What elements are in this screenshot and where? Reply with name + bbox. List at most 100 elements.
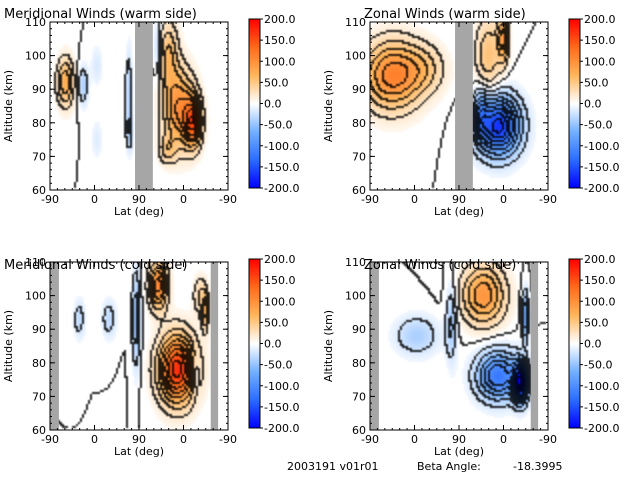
colorbar-tick-label: 100.0 [584,295,616,308]
y-tick-label: 70 [352,390,366,403]
colorbar-tick-label: 150.0 [264,274,296,287]
x-tick-label: -90 [41,433,59,446]
colorbar-tick-label: 100.0 [584,55,616,68]
wind-field-image [370,262,548,430]
colorbar-tick-label: -100.0 [264,140,299,153]
colorbar-tick-label: 50.0 [264,316,289,329]
y-tick-label: 110 [25,16,46,29]
x-tick-label: -90 [361,193,379,206]
y-tick-label: 90 [32,323,46,336]
colorbar-tick-label: 50.0 [584,316,609,329]
colorbar-tick-label: 100.0 [264,295,296,308]
y-tick-label: 70 [32,390,46,403]
colorbar [568,258,581,429]
x-tick-label: 90 [132,193,146,206]
x-tick-label: 90 [452,193,466,206]
x-axis-label: Lat (deg) [434,205,484,218]
colorbar-tick-label: -150.0 [264,401,299,414]
colorbar-tick-label: -100.0 [584,380,619,393]
x-axis-label: Lat (deg) [434,445,484,458]
colorbar [568,18,581,189]
y-axis-label: Altitude (km) [322,70,335,142]
beta-angle-value: -18.3995 [513,460,563,473]
colorbar-tick-label: 200.0 [264,13,296,26]
y-tick-label: 110 [345,256,366,269]
x-tick-label: -90 [41,193,59,206]
colorbar-tick-label: -200.0 [584,422,619,435]
wind-field-image [50,262,228,430]
x-tick-label: 0 [91,433,98,446]
missing-data-band [370,262,379,430]
colorbar-tick-label: -150.0 [584,161,619,174]
colorbar [248,258,261,429]
x-tick-label: 0 [91,193,98,206]
x-tick-label: 0 [500,193,507,206]
colorbar-tick-label: -50.0 [584,119,612,132]
y-tick-label: 90 [352,83,366,96]
y-tick-label: 60 [352,184,366,197]
orbit-id-text: 2003191 v01r01 [287,460,379,473]
colorbar-tick-label: 150.0 [584,274,616,287]
x-tick-label: -90 [361,433,379,446]
y-axis-label: Altitude (km) [2,70,15,142]
x-tick-label: 0 [411,193,418,206]
y-tick-label: 100 [25,50,46,63]
colorbar-tick-label: 200.0 [264,253,296,266]
y-tick-label: 110 [345,16,366,29]
colorbar-tick-label: -200.0 [264,422,299,435]
beta-angle-label: Beta Angle: [417,460,481,473]
missing-data-band [50,262,59,430]
x-tick-label: 0 [411,433,418,446]
y-tick-label: 80 [352,117,366,130]
colorbar-tick-label: 0.0 [584,98,602,111]
y-tick-label: 100 [345,50,366,63]
x-tick-label: -90 [539,193,557,206]
y-tick-label: 100 [345,290,366,303]
chart-title: Meridional Winds (cold side) [4,258,187,273]
colorbar-tick-label: -200.0 [584,182,619,195]
x-tick-label: -90 [219,433,237,446]
y-tick-label: 90 [352,323,366,336]
colorbar-tick-label: 200.0 [584,13,616,26]
x-tick-label: 90 [132,433,146,446]
colorbar-tick-label: 200.0 [584,253,616,266]
chart-title: Zonal Winds (cold side) [364,258,516,273]
y-tick-label: 80 [32,117,46,130]
x-tick-label: 0 [180,433,187,446]
y-tick-label: 100 [25,290,46,303]
chart-panel-4: 60 70 80 90 100 110 -90 0 90 0 -90 Zonal Winds (col… [322,253,619,458]
chart-panel-1: 60 70 80 90 100 110 -90 0 90 0 -90 Meridional Winds… [2,7,299,218]
colorbar [248,18,261,189]
colorbar-tick-label: 0.0 [584,338,602,351]
x-tick-label: 0 [500,433,507,446]
colorbar-tick-label: 50.0 [264,76,289,89]
y-tick-label: 60 [352,424,366,437]
x-axis-label: Lat (deg) [114,205,164,218]
x-tick-label: 90 [452,433,466,446]
colorbar-tick-label: -50.0 [264,119,292,132]
y-tick-label: 80 [352,357,366,370]
missing-data-band [530,262,539,430]
chart-title: Zonal Winds (warm side) [364,7,526,22]
y-tick-label: 90 [32,83,46,96]
y-tick-label: 60 [32,184,46,197]
y-tick-label: 70 [32,150,46,163]
missing-data-band [135,22,153,190]
x-tick-label: -90 [539,433,557,446]
chart-title: Meridional Winds (warm side) [4,7,197,22]
y-tick-label: 70 [352,150,366,163]
colorbar-tick-label: 150.0 [584,34,616,47]
colorbar-tick-label: -150.0 [264,161,299,174]
chart-panel-2: 60 70 80 90 100 110 -90 0 90 0 -90 Zonal Winds (war… [322,7,619,218]
colorbar-tick-label: 100.0 [264,55,296,68]
colorbar-tick-label: -50.0 [584,359,612,372]
colorbar-tick-label: 0.0 [264,338,282,351]
missing-data-band [455,22,473,190]
colorbar-tick-label: -150.0 [584,401,619,414]
colorbar-tick-label: -200.0 [264,182,299,195]
chart-panel-3: 60 70 80 90 100 110 -90 0 90 0 -90 Meridional Winds… [2,253,299,458]
x-tick-label: -90 [219,193,237,206]
missing-data-band [210,262,219,430]
colorbar-tick-label: 50.0 [584,76,609,89]
